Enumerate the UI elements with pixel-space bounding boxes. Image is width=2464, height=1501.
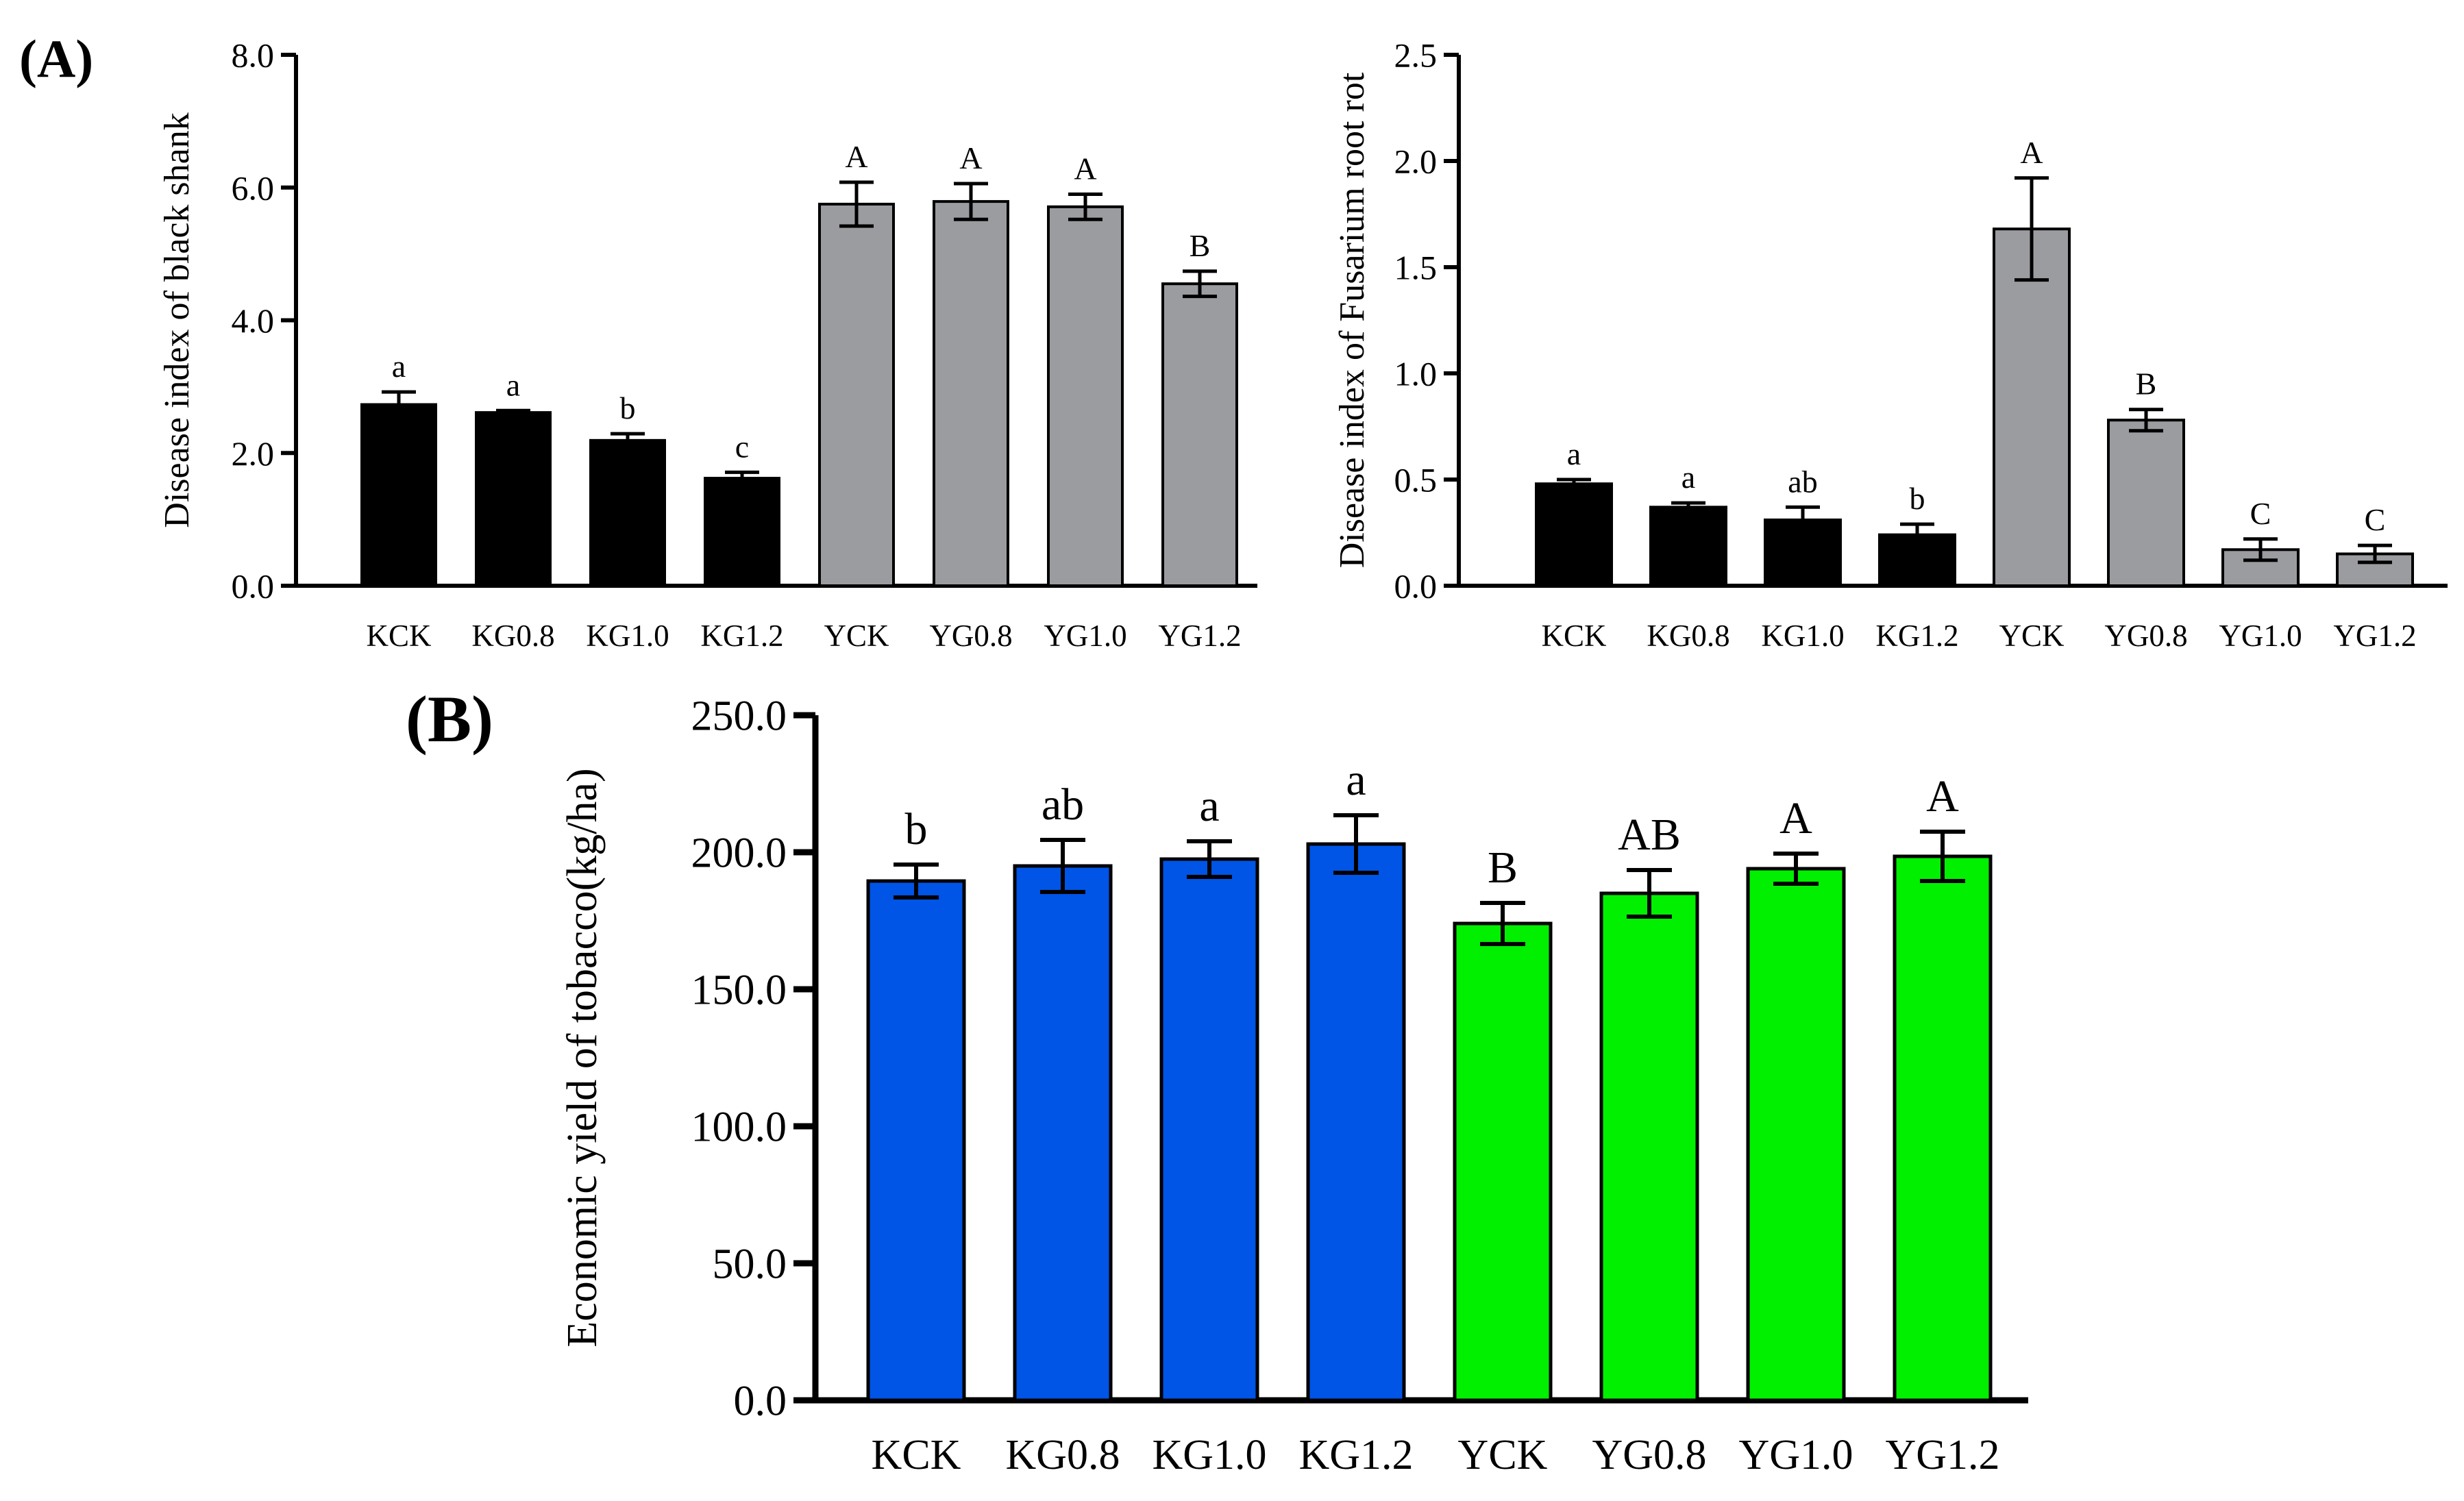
x-tick-label: YG1.2: [1885, 1432, 1999, 1478]
x-tick-label: KG1.2: [1875, 619, 1958, 653]
x-tick-label: KG1.2: [700, 619, 783, 653]
significance-letter: b: [905, 804, 928, 854]
y-tick-label: 2.5: [1394, 36, 1438, 75]
chart-black-shank: 0.0 2.0 4.0 6.0 8.0 Disease index of black sh…: [158, 36, 1257, 653]
significance-letter: a: [1199, 781, 1219, 831]
x-tick-label: YG1.0: [1044, 619, 1126, 653]
bar: [1159, 857, 1259, 1402]
y-axis-title: Disease index of Fusarium root rot: [1333, 72, 1372, 568]
significance-letter: a: [392, 349, 406, 384]
bar: [1649, 506, 1727, 587]
x-tick-label: YG1.2: [2333, 619, 2416, 653]
x-tick-label: YG0.8: [929, 619, 1012, 653]
bar: [1047, 205, 1124, 587]
bar: [1535, 482, 1613, 588]
bar: [2107, 419, 2185, 588]
significance-letter: ab: [1788, 464, 1817, 499]
significance-letter: b: [1910, 481, 1925, 516]
x-tick-label: YG1.0: [2219, 619, 2302, 653]
x-tick-label: KG1.0: [586, 619, 669, 653]
x-tick-label: KG1.0: [1152, 1432, 1266, 1478]
y-tick-label: 8.0: [232, 36, 275, 75]
bar: [1161, 282, 1238, 587]
y-tick-label: 2.0: [232, 434, 275, 473]
bar: [1993, 227, 2071, 587]
y-tick-label: 0.5: [1394, 461, 1438, 499]
y-tick-label: 150.0: [691, 967, 787, 1014]
significance-letter: A: [1926, 771, 1959, 821]
significance-letter: A: [959, 140, 982, 175]
significance-letter: a: [1346, 755, 1366, 805]
y-tick-label: 4.0: [232, 301, 275, 340]
bar: [1013, 864, 1113, 1402]
significance-letter: a: [1567, 436, 1581, 471]
bar: [933, 200, 1009, 587]
x-tick-label: KG1.2: [1298, 1432, 1413, 1478]
y-tick-label: 0.0: [1394, 567, 1438, 606]
significance-letter: B: [1190, 228, 1211, 263]
chart-economic-yield: 0.0 50.0 100.0 150.0 200.0 250.0 Economic yiel…: [559, 693, 2028, 1478]
significance-letter: C: [2365, 502, 2386, 537]
x-tick-label: YG0.8: [1592, 1432, 1706, 1478]
bar: [1306, 842, 1406, 1402]
significance-letter: c: [735, 429, 749, 464]
y-tick-label: 0.0: [232, 567, 275, 606]
bar: [704, 477, 780, 587]
significance-letter: AB: [1618, 810, 1681, 860]
significance-letter: a: [506, 367, 520, 402]
x-tick-label: KCK: [1541, 619, 1607, 653]
significance-letter: a: [1681, 460, 1695, 495]
y-tick-label: 2.0: [1394, 142, 1438, 181]
y-axis-title: Disease index of black shank: [158, 112, 197, 528]
significance-letter: B: [2136, 367, 2157, 401]
x-tick-label: YG0.8: [2104, 619, 2187, 653]
y-tick-label: 6.0: [232, 169, 275, 207]
panel-label-a: (A): [19, 29, 93, 88]
x-tick-label: KCK: [872, 1432, 961, 1478]
x-tick-label: YG1.2: [1158, 619, 1241, 653]
y-axis-title: Economic yield of tobacco(kg/ha): [559, 768, 606, 1347]
x-tick-label: KG0.8: [1647, 619, 1729, 653]
y-tick-label: 250.0: [691, 693, 787, 740]
bar: [1893, 854, 1993, 1402]
significance-letter: A: [1074, 151, 1096, 186]
x-tick-label: KCK: [366, 619, 432, 653]
significance-letter: b: [620, 390, 636, 425]
chart-fusarium-root-rot: 0.0 0.5 1.0 1.5 2.0 2.5 Disease index of Fusar…: [1333, 36, 2448, 653]
bar: [589, 438, 666, 587]
x-tick-label: KG0.8: [471, 619, 554, 653]
significance-letter: ab: [1042, 780, 1084, 830]
significance-letter: A: [845, 139, 867, 174]
y-tick-label: 1.0: [1394, 355, 1438, 393]
bar: [1746, 867, 1846, 1402]
significance-letter: A: [1779, 793, 1812, 843]
bar: [1453, 921, 1553, 1402]
panel-label-b: (B): [406, 682, 493, 756]
y-tick-label: 100.0: [691, 1104, 787, 1151]
bar: [818, 202, 895, 587]
x-tick-label: KG0.8: [1005, 1432, 1120, 1478]
y-tick-label: 200.0: [691, 830, 787, 877]
y-tick-label: 0.0: [734, 1378, 787, 1425]
bar: [1599, 891, 1699, 1402]
y-tick-label: 1.5: [1394, 249, 1438, 287]
bar: [866, 879, 966, 1402]
x-tick-label: YCK: [1999, 619, 2065, 653]
bar: [475, 411, 552, 587]
significance-letter: A: [2020, 135, 2043, 170]
x-tick-label: YG1.0: [1738, 1432, 1853, 1478]
x-tick-label: KG1.0: [1761, 619, 1844, 653]
bar: [360, 403, 437, 587]
significance-letter: C: [2250, 496, 2271, 531]
y-tick-label: 50.0: [713, 1241, 787, 1288]
x-tick-label: YCK: [1458, 1432, 1548, 1478]
x-tick-label: YCK: [824, 619, 889, 653]
significance-letter: B: [1488, 843, 1518, 893]
